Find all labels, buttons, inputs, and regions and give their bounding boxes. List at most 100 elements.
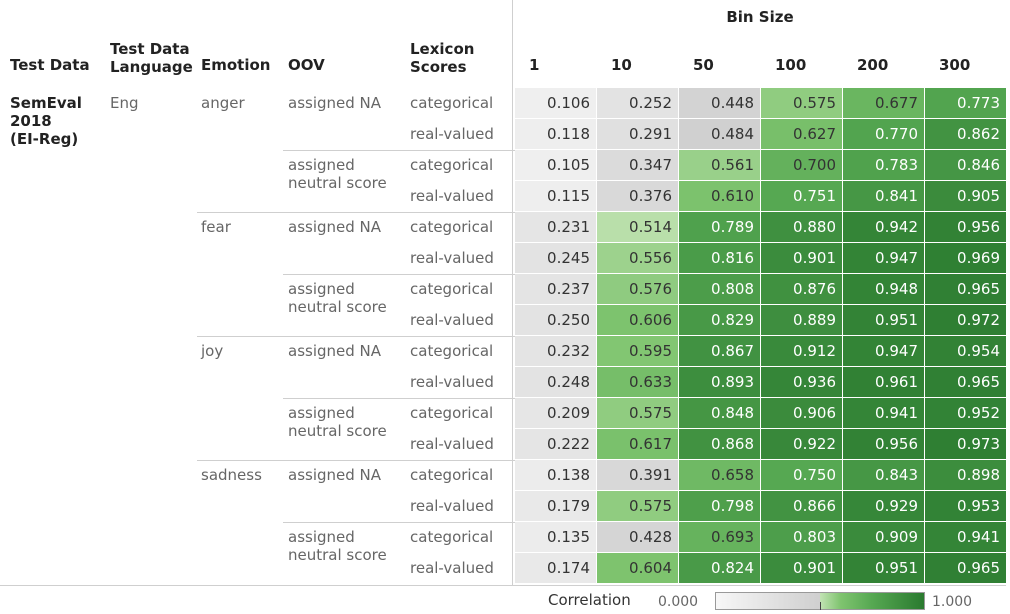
heat-cell: 0.973 xyxy=(925,429,1007,460)
heat-cell: 0.953 xyxy=(925,491,1007,522)
emotion: anger xyxy=(201,94,245,112)
heat-cell: 0.901 xyxy=(761,553,843,584)
heat-cell: 0.905 xyxy=(925,181,1007,212)
heat-cell: 0.209 xyxy=(515,398,597,429)
heat-cell: 0.428 xyxy=(597,522,679,553)
test-data: SemEval 2018 (EI-Reg) xyxy=(10,94,82,148)
legend-title: Correlation xyxy=(548,591,631,609)
lexicon: categorical xyxy=(410,280,494,298)
heat-cell: 0.824 xyxy=(679,553,761,584)
heat-cell: 0.965 xyxy=(925,553,1007,584)
heat-cell: 0.880 xyxy=(761,212,843,243)
heat-cell: 0.232 xyxy=(515,336,597,367)
heat-cell: 0.947 xyxy=(843,336,925,367)
heat-cell: 0.135 xyxy=(515,522,597,553)
heat-cell: 0.843 xyxy=(843,460,925,491)
heat-cell: 0.561 xyxy=(679,150,761,181)
heat-cell: 0.237 xyxy=(515,274,597,305)
heat-cell: 0.347 xyxy=(597,150,679,181)
heat-cell: 0.912 xyxy=(761,336,843,367)
heat-cell: 0.868 xyxy=(679,429,761,460)
heat-cell: 0.677 xyxy=(843,88,925,119)
heat-cell: 0.789 xyxy=(679,212,761,243)
lexicon: real-valued xyxy=(410,373,494,391)
heat-cell: 0.816 xyxy=(679,243,761,274)
heat-cell: 0.829 xyxy=(679,305,761,336)
oov: assigned NA xyxy=(288,342,382,360)
heat-cell: 0.893 xyxy=(679,367,761,398)
heat-cell: 0.862 xyxy=(925,119,1007,150)
heat-cell: 0.906 xyxy=(761,398,843,429)
col-header: OOV xyxy=(288,56,325,74)
heat-cell: 0.942 xyxy=(843,212,925,243)
oov: assigned neutral score xyxy=(288,280,387,316)
heat-cell: 0.484 xyxy=(679,119,761,150)
heat-cell: 0.954 xyxy=(925,336,1007,367)
heat-cell: 0.115 xyxy=(515,181,597,212)
heat-cell: 0.105 xyxy=(515,150,597,181)
heat-cell: 0.965 xyxy=(925,367,1007,398)
divider xyxy=(512,0,513,585)
lexicon: real-valued xyxy=(410,187,494,205)
heat-cell: 0.876 xyxy=(761,274,843,305)
bin-header: 10 xyxy=(611,56,632,74)
heat-cell: 0.783 xyxy=(843,150,925,181)
col-header: Emotion xyxy=(201,56,271,74)
heat-cell: 0.391 xyxy=(597,460,679,491)
heat-cell: 0.174 xyxy=(515,553,597,584)
col-header: Test Data xyxy=(10,56,90,74)
heat-cell: 0.929 xyxy=(843,491,925,522)
heat-cell: 0.658 xyxy=(679,460,761,491)
heat-cell: 0.922 xyxy=(761,429,843,460)
lexicon: real-valued xyxy=(410,497,494,515)
heat-cell: 0.956 xyxy=(843,429,925,460)
heat-cell: 0.179 xyxy=(515,491,597,522)
col-header: Lexicon Scores xyxy=(410,40,475,76)
bin-header: 300 xyxy=(939,56,971,74)
bin-header: 1 xyxy=(529,56,540,74)
lexicon: categorical xyxy=(410,404,494,422)
heat-cell: 0.948 xyxy=(843,274,925,305)
heat-cell: 0.118 xyxy=(515,119,597,150)
heat-cell: 0.972 xyxy=(925,305,1007,336)
heat-cell: 0.610 xyxy=(679,181,761,212)
language: Eng xyxy=(110,94,139,112)
lexicon: real-valued xyxy=(410,311,494,329)
lexicon: categorical xyxy=(410,218,494,236)
lexicon: categorical xyxy=(410,156,494,174)
heat-cell: 0.798 xyxy=(679,491,761,522)
heat-cell: 0.252 xyxy=(597,88,679,119)
heat-cell: 0.700 xyxy=(761,150,843,181)
heat-cell: 0.867 xyxy=(679,336,761,367)
heat-cell: 0.575 xyxy=(597,491,679,522)
heat-cell: 0.951 xyxy=(843,305,925,336)
heat-cell: 0.231 xyxy=(515,212,597,243)
oov: assigned NA xyxy=(288,218,382,236)
heat-cell: 0.606 xyxy=(597,305,679,336)
heat-cell: 0.961 xyxy=(843,367,925,398)
oov: assigned NA xyxy=(288,466,382,484)
heat-cell: 0.633 xyxy=(597,367,679,398)
bin-header: 100 xyxy=(775,56,807,74)
heat-cell: 0.245 xyxy=(515,243,597,274)
lexicon: categorical xyxy=(410,342,494,360)
oov: assigned neutral score xyxy=(288,156,387,192)
heat-cell: 0.448 xyxy=(679,88,761,119)
lexicon: real-valued xyxy=(410,249,494,267)
col-header: Test Data Language xyxy=(110,40,193,76)
heat-cell: 0.901 xyxy=(761,243,843,274)
heat-cell: 0.376 xyxy=(597,181,679,212)
bin-header: 50 xyxy=(693,56,714,74)
lexicon: categorical xyxy=(410,528,494,546)
lexicon: categorical xyxy=(410,466,494,484)
heat-cell: 0.898 xyxy=(925,460,1007,491)
oov: assigned neutral score xyxy=(288,528,387,564)
heat-cell: 0.556 xyxy=(597,243,679,274)
bottom-line xyxy=(0,585,1006,586)
heat-cell: 0.808 xyxy=(679,274,761,305)
lexicon: real-valued xyxy=(410,435,494,453)
heat-cell: 0.693 xyxy=(679,522,761,553)
heat-cell: 0.576 xyxy=(597,274,679,305)
heat-cell: 0.604 xyxy=(597,553,679,584)
